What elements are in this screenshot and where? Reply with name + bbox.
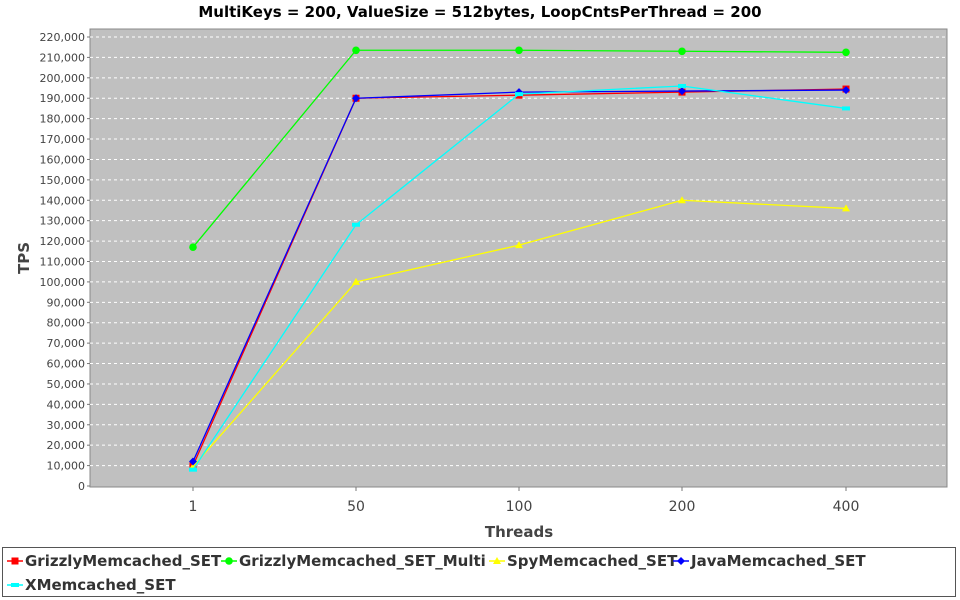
x-tick-label: 1 (189, 499, 198, 515)
data-point (678, 47, 686, 56)
legend-label: JavaMemcached_SET (691, 552, 866, 570)
x-axis-label: Threads (485, 523, 553, 541)
series-XMemcached_SET (189, 83, 850, 472)
legend-swatch (7, 557, 23, 565)
y-tick-label: 130,000 (40, 215, 86, 228)
data-point (678, 83, 686, 88)
legend-marker (493, 557, 501, 564)
x-tick-label: 100 (506, 499, 533, 515)
legend-item: GrizzlyMemcached_SET (7, 550, 221, 572)
y-tick-label: 110,000 (40, 256, 86, 269)
y-tick-label: 180,000 (40, 113, 86, 126)
legend-swatch (673, 557, 689, 565)
legend-marker (677, 557, 685, 565)
y-tick-label: 20,000 (47, 439, 86, 452)
data-point (352, 94, 360, 103)
legend-item: GrizzlyMemcached_SET_Multi (221, 550, 486, 572)
y-tick-label: 80,000 (47, 317, 86, 330)
data-point (515, 92, 523, 97)
y-tick-label: 70,000 (47, 337, 86, 350)
y-tick-label: 30,000 (47, 419, 86, 432)
legend-item: XMemcached_SET (7, 574, 176, 596)
chart: MultiKeys = 200, ValueSize = 512bytes, L… (15, 3, 948, 541)
data-point (189, 457, 197, 466)
y-tick-label: 160,000 (40, 153, 86, 166)
x-tick-label: 400 (833, 499, 860, 515)
y-tick-label: 220,000 (40, 31, 86, 44)
y-axis: 0 10,000 20,000 30,000 40,000 50,000 60,000 70,… (40, 31, 90, 493)
data-point (678, 87, 686, 96)
y-tick-label: 40,000 (47, 398, 86, 411)
series-layer (189, 46, 850, 472)
data-point (189, 243, 197, 252)
data-point (515, 241, 523, 249)
data-point (842, 204, 850, 212)
legend-swatch (489, 557, 505, 564)
y-tick-label: 190,000 (40, 92, 86, 105)
legend-marker (225, 557, 233, 565)
series-JavaMemcached_SET (189, 86, 850, 466)
series-GrizzlyMemcached_SET_Multi (189, 46, 850, 252)
x-axis: 1 50 100 200 400 (189, 487, 860, 515)
data-point (842, 48, 850, 57)
y-tick-label: 170,000 (40, 133, 86, 146)
y-tick-label: 50,000 (47, 378, 86, 391)
data-point (842, 106, 850, 111)
data-point (515, 46, 523, 55)
data-point (352, 222, 360, 227)
y-tick-label: 90,000 (47, 296, 86, 309)
data-point (189, 467, 197, 472)
data-point (678, 196, 686, 204)
legend-marker (11, 583, 19, 587)
x-tick-label: 50 (347, 499, 365, 515)
y-tick-label: 200,000 (40, 72, 86, 85)
legend-item: JavaMemcached_SET (673, 550, 866, 572)
y-tick-label: 120,000 (40, 235, 86, 248)
legend-swatch (7, 583, 23, 587)
legend-label: XMemcached_SET (25, 576, 176, 594)
y-tick-label: 10,000 (47, 460, 86, 473)
y-axis-label: TPS (15, 242, 33, 274)
legend-label: GrizzlyMemcached_SET_Multi (239, 552, 486, 570)
data-point (842, 86, 850, 95)
y-tick-label: 150,000 (40, 174, 86, 187)
y-tick-label: 100,000 (40, 276, 86, 289)
legend-marker (11, 557, 19, 565)
y-tick-label: 140,000 (40, 194, 86, 207)
legend-item: SpyMemcached_SET (489, 550, 677, 572)
y-tick-label: 210,000 (40, 51, 86, 64)
data-point (352, 277, 360, 285)
legend: GrizzlyMemcached_SET GrizzlyMemcached_SET… (2, 547, 956, 597)
y-tick-label: 60,000 (47, 358, 86, 371)
legend-swatch (221, 557, 237, 565)
y-tick-label: 0 (78, 480, 85, 493)
legend-label: SpyMemcached_SET (507, 552, 678, 570)
data-point (352, 46, 360, 55)
x-tick-label: 200 (669, 499, 696, 515)
chart-title: MultiKeys = 200, ValueSize = 512bytes, L… (198, 3, 761, 21)
legend-label: GrizzlyMemcached_SET (25, 552, 222, 570)
